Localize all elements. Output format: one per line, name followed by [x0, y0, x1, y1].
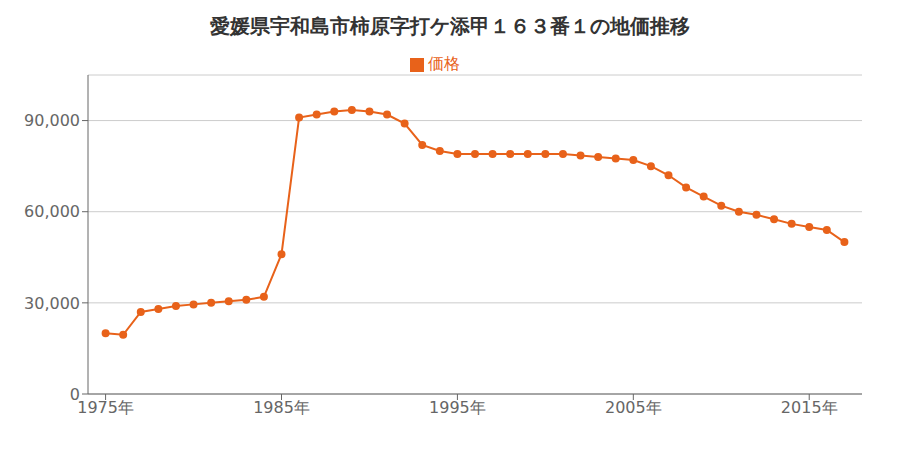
svg-text:60,000: 60,000 — [24, 202, 80, 221]
svg-text:1975年: 1975年 — [77, 398, 134, 417]
html-text:愛媛県宇和島市柿原字打ケ添甲１６３番１の地価推移: 愛媛県宇和島市柿原字打ケ添甲１６３番１の地価推移 — [210, 14, 690, 38]
svg-text:30,000: 30,000 — [24, 294, 80, 313]
svg-text:1995年: 1995年 — [429, 398, 486, 417]
svg-text:1985年: 1985年 — [253, 398, 310, 417]
svg-text:2005年: 2005年 — [605, 398, 662, 417]
svg-text:0: 0 — [70, 385, 80, 404]
html-text:価格: 価格 — [428, 54, 460, 73]
svg-text:90,000: 90,000 — [24, 111, 80, 130]
svg-text:2015年: 2015年 — [781, 398, 838, 417]
